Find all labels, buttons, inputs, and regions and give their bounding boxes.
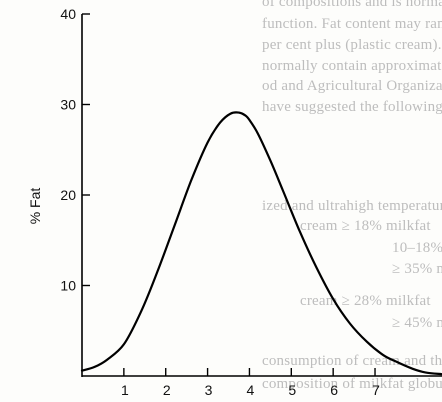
bleed-text-line-10: ≥ 35% milkfat (392, 261, 442, 277)
bleed-text-line-8: cream ≥ 18% milkfat (300, 218, 431, 234)
x-tick-label-3: 3 (205, 382, 213, 398)
fat-distribution-curve (80, 111, 442, 376)
bleed-text-line-12: ≥ 45% milkfat (392, 315, 442, 331)
y-tick-label-30: 30 (60, 97, 76, 113)
y-tick-label-40: 40 (60, 6, 76, 22)
x-tick-label-7: 7 (372, 382, 380, 398)
x-tick-label-2: 2 (163, 382, 171, 398)
y-tick-label-20: 20 (60, 187, 76, 203)
bleed-text-line-6: have suggested the following standards f… (262, 99, 442, 115)
bleed-text-line-2: function. Fat content may range from 10 … (262, 16, 442, 32)
bleed-text-line-14: composition of milkfat globules and the … (262, 376, 442, 392)
bleed-text-line-7: ized and ultrahigh temperature (262, 198, 442, 214)
x-tick-label-6: 6 (330, 382, 338, 398)
bleed-text-line-4: normally contain approximately 40 per ce… (262, 58, 442, 74)
chart-ticks (82, 13, 376, 376)
bleed-text-line-1: of compositions and is normally defined … (262, 0, 442, 10)
bleed-text-line-13: consumption of cream and the following (262, 353, 442, 369)
bleed-text-line-9: 10–18% milkfat (392, 240, 442, 256)
y-axis-title: % Fat (27, 188, 43, 225)
bleed-text-line-5: od and Agricultural Organization and Wor… (262, 78, 442, 94)
x-tick-label-5: 5 (288, 382, 296, 398)
chart-tick-labels: 1 2 3 4 5 6 7 10 20 30 40 (60, 6, 380, 398)
x-tick-label-1: 1 (121, 382, 129, 398)
x-tick-label-4: 4 (247, 382, 255, 398)
y-tick-label-10: 10 (60, 278, 76, 294)
bleed-text-line-3: per cent plus (plastic cream). Cream for… (262, 37, 442, 53)
